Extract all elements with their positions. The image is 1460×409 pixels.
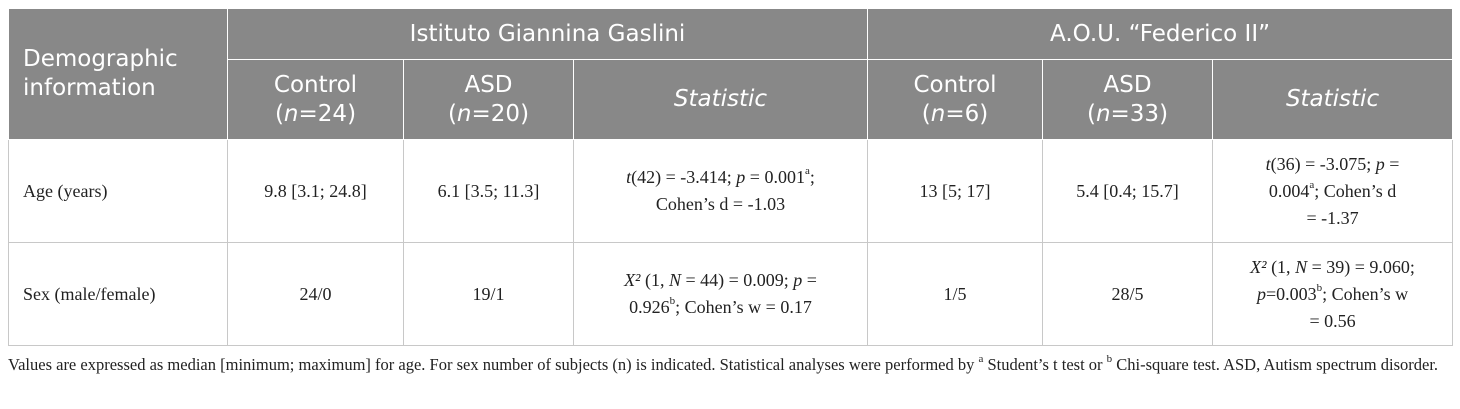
header-federico-asd: ASD (n=33) [1042,59,1214,140]
header-gaslini-asd: ASD (n=20) [403,59,574,140]
cell-federico-control-sex: 1/5 [867,242,1044,346]
table-row-age: Age (years) 9.8 [3.1; 24.8] 6.1 [3.5; 11… [8,139,1454,243]
header-group-federico: A.O.U. “Federico II” [867,8,1454,60]
row-label-sex: Sex (male/female) [8,242,228,346]
cell-federico-asd-sex: 28/5 [1042,242,1214,346]
cell-federico-control-age: 13 [5; 17] [867,139,1044,243]
cell-gaslini-statistic-age: t(42) = -3.414; p = 0.001a; Cohen’s d = -… [572,139,869,243]
cell-gaslini-asd-sex: 19/1 [403,242,574,346]
header-demographic-information: Demographic information [8,8,228,140]
table-row-sex: Sex (male/female) 24/0 19/1 X² (1, N = 4… [8,242,1454,346]
table-container: Demographic information Istituto Giannin… [8,8,1454,376]
cell-federico-statistic-sex: X² (1, N = 39) = 9.060; p=0.003b; Cohen’s… [1212,242,1454,346]
header-federico-control: Control (n=6) [867,59,1044,140]
demographics-table: Demographic information Istituto Giannin… [8,8,1454,346]
table-footnote: Values are expressed as median [minimum;… [8,352,1439,374]
header-federico-statistic: Statistic [1212,59,1454,140]
header-gaslini-control: Control (n=24) [227,59,404,140]
header-group-gaslini: Istituto Giannina Gaslini [226,8,869,60]
cell-gaslini-control-sex: 24/0 [227,242,404,346]
header-gaslini-statistic: Statistic [572,59,869,140]
cell-gaslini-asd-age: 6.1 [3.5; 11.3] [403,139,574,243]
row-label-age: Age (years) [8,139,228,243]
cell-federico-statistic-age: t(36) = -3.075; p = 0.004a; Cohen’s d = -1… [1212,139,1454,243]
cell-federico-asd-age: 5.4 [0.4; 15.7] [1042,139,1214,243]
cell-gaslini-statistic-sex: X² (1, N = 44) = 0.009; p = 0.926b; Cohen… [572,242,869,346]
cell-gaslini-control-age: 9.8 [3.1; 24.8] [227,139,404,243]
